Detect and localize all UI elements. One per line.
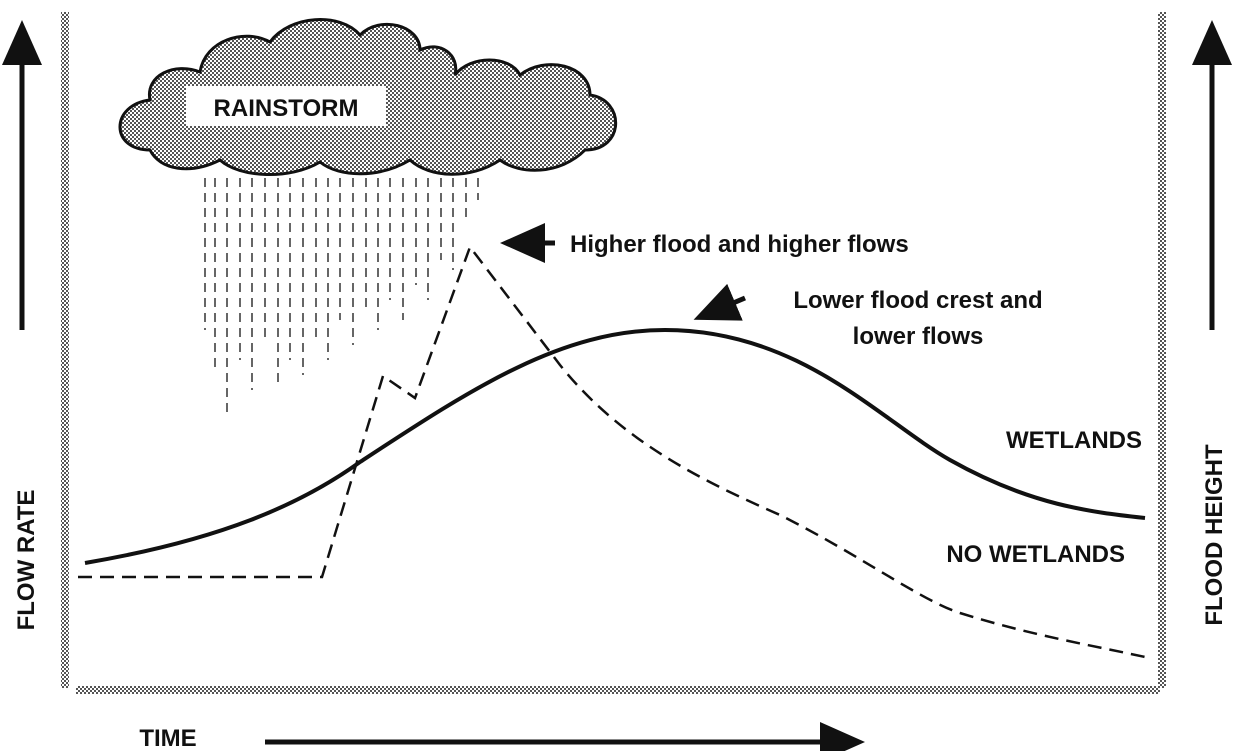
diagram: FLOW RATE FLOOD HEIGHT TIME RAINSTORM Hi… — [0, 0, 1233, 751]
no-wetlands-annotation: Higher flood and higher flows — [570, 231, 909, 258]
annotation-arrow — [712, 298, 745, 312]
no-wetlands-label: NO WETLANDS — [946, 541, 1125, 568]
right-border — [1158, 12, 1166, 688]
left-border — [61, 12, 69, 688]
wetlands-annotation-line: Lower flood crest and — [793, 287, 1042, 314]
time-label: TIME — [139, 725, 196, 751]
bottom-border — [76, 686, 1160, 694]
flood-height-label: FLOOD HEIGHT — [1201, 444, 1228, 626]
cloud-label: RAINSTORM — [214, 95, 359, 122]
wetlands-annotation-line: lower flows — [853, 323, 984, 350]
wetlands-curve — [85, 330, 1145, 563]
flow-rate-label: FLOW RATE — [13, 490, 40, 631]
wetlands-label: WETLANDS — [1006, 427, 1142, 454]
rain — [205, 178, 478, 415]
